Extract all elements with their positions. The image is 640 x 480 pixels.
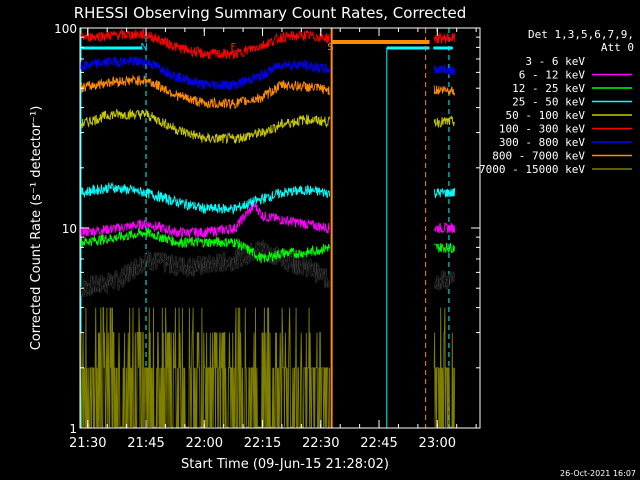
x-tick-label: 21:45 [127, 436, 164, 451]
legend-label: 300 - 800 keV [499, 136, 585, 149]
y-tick-label: 1 [69, 422, 77, 436]
series-line [80, 28, 331, 60]
series-line [80, 181, 331, 216]
x-tick-label: 22:15 [244, 436, 281, 451]
legend-header-2: Att 0 [601, 41, 634, 54]
flag-letter: F [231, 42, 237, 53]
legend-label: 6 - 12 keV [519, 69, 586, 82]
chart-title: RHESSI Observing Summary Count Rates, Co… [74, 4, 467, 22]
chart-marks [80, 28, 456, 428]
x-axis-label: Start Time (09-Jun-15 21:28:02) [181, 457, 389, 472]
series-line [433, 222, 456, 235]
x-tick-label: 21:30 [69, 436, 106, 451]
legend-header-1: Det 1,3,5,6,7,9, [528, 28, 634, 41]
y-tick-label: 100 [54, 22, 77, 36]
series-line [80, 202, 331, 240]
series-800to7000kev [80, 74, 456, 110]
x-tick-label: 22:45 [360, 436, 397, 451]
x-tick-label: 22:00 [186, 436, 223, 451]
series-line [80, 108, 331, 145]
y-axis-label: Corrected Count Rate (s⁻¹ detector⁻¹) [29, 106, 44, 351]
chart-axes: 1 10 100 21:30 21:45 22:00 22:15 22:30 22:45 23:0… [54, 22, 481, 451]
legend-label: 12 - 25 keV [512, 82, 585, 95]
flag-letter: N [140, 42, 147, 53]
series-line [80, 307, 331, 428]
series-line [433, 64, 456, 77]
x-tick-label: 23:00 [419, 436, 456, 451]
legend-label: 25 - 50 keV [512, 96, 585, 109]
series-line [433, 242, 456, 254]
series-100to300kev [80, 28, 456, 60]
series-line [80, 56, 331, 92]
series-line [433, 115, 455, 129]
series-line [80, 240, 330, 297]
series-line [80, 74, 331, 110]
series-line [433, 307, 456, 428]
series-7000to15000kev [80, 307, 456, 428]
timestamp: 26-Oct-2021 16:07 [560, 469, 636, 478]
legend-label: 50 - 100 keV [506, 109, 586, 122]
legend-label: 7000 - 15000 keV [479, 163, 585, 176]
series-line [433, 270, 455, 290]
x-tick-label: 22:30 [302, 436, 339, 451]
series-line [80, 227, 331, 264]
series-300to800kev [80, 56, 456, 92]
legend-label: 800 - 7000 keV [492, 150, 585, 163]
series-line [433, 187, 456, 198]
series-25to50kev [80, 181, 456, 216]
series-3to6kev [80, 240, 455, 297]
flag-letter: S [327, 42, 333, 53]
series-6to12kev [80, 202, 456, 240]
series-line [433, 85, 456, 97]
legend-label: 3 - 6 keV [525, 55, 585, 68]
series-12to25kev [80, 227, 456, 264]
data-gap [330, 28, 434, 428]
series-line [433, 32, 456, 44]
legend-label: 100 - 300 keV [499, 123, 585, 136]
y-tick-label: 10 [62, 222, 77, 236]
series-50to100kev [80, 108, 455, 145]
